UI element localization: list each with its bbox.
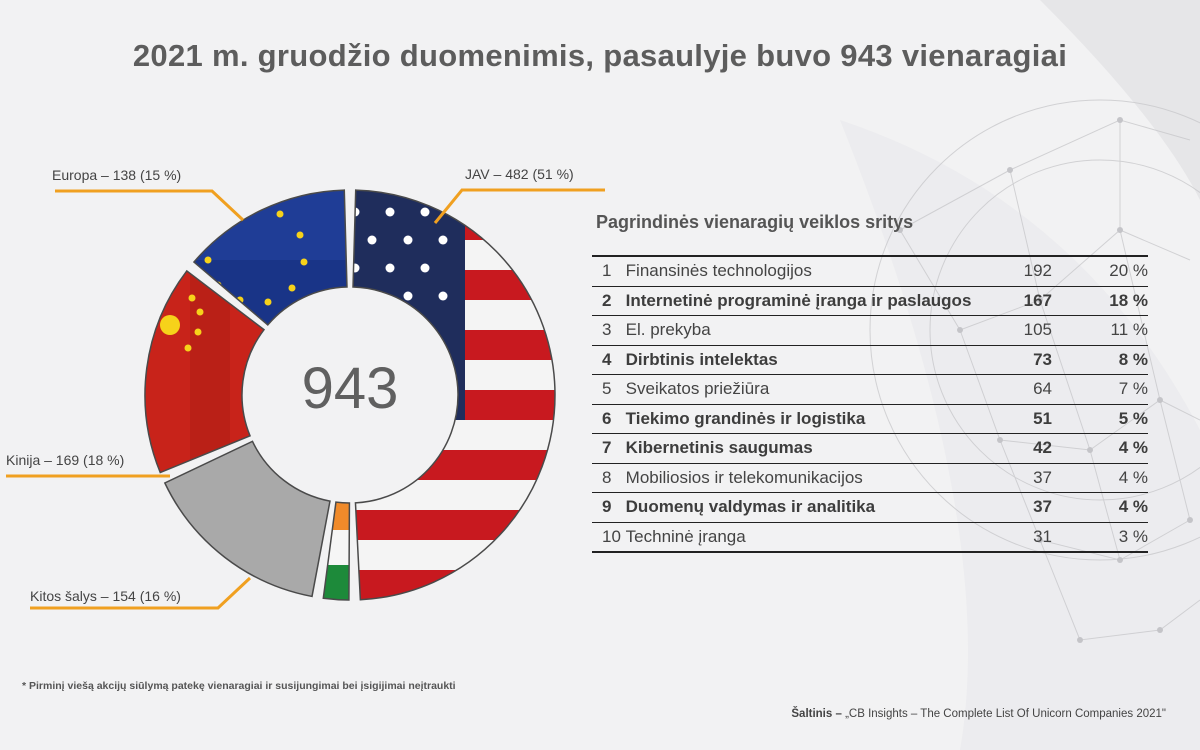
sector-row: 7 Kibernetinis saugumas 42 4 % [592,433,1148,464]
sector-row: 9 Duomenų valdymas ir analitika 37 4 % [592,492,1148,523]
sector-percent: 5 % [1051,404,1148,434]
callout-line-europa [55,189,245,222]
sector-name: Finansinės technologijos [625,255,985,287]
sector-row: 6 Tiekimo grandinės ir logistika 51 5 % [592,404,1148,434]
sector-row: 10 Techninė įranga 31 3 % [592,522,1148,553]
sector-rank: 10 [592,522,626,553]
sector-count: 192 [984,255,1052,287]
sector-row: 8 Mobiliosios ir telekomunikacijos 37 4 % [592,463,1148,493]
sector-count: 105 [984,315,1052,346]
callout-line-jav [433,188,605,224]
page-title: 2021 m. gruodžio duomenimis, pasaulyje b… [132,38,1068,73]
sector-percent: 4 % [1051,433,1148,464]
donut-slice-indija [322,501,351,601]
slice-label-jav: JAV – 482 (51 %) [465,166,574,182]
donut-slice-kitos-alys [163,440,331,598]
sector-name: Mobiliosios ir telekomunikacijos [625,463,985,493]
sector-percent: 11 % [1051,315,1148,346]
sector-count: 37 [984,492,1052,523]
sectors-table: 1 Finansinės technologijos 192 20 % 2 Interne… [592,255,1148,553]
donut-slice-jav [352,189,556,601]
sector-rank: 2 [592,286,626,316]
sector-row: 4 Dirbtinis intelektas 73 8 % [592,345,1148,375]
donut-slice-europa [192,189,348,327]
sector-percent: 7 % [1051,374,1148,405]
sector-percent: 3 % [1051,522,1148,553]
source-citation: Šaltinis – „CB Insights – The Complete L… [791,708,1166,720]
donut-center-total: 943 [301,356,399,421]
sector-rank: 9 [592,492,626,523]
sector-name: Kibernetinis saugumas [625,433,985,464]
sector-row: 3 El. prekyba 105 11 % [592,315,1148,346]
sector-count: 42 [984,433,1052,464]
sector-name: Dirbtinis intelektas [625,345,985,375]
slice-label-kinija: Kinija – 169 (18 %) [6,452,125,468]
sector-row: 5 Sveikatos priežiūra 64 7 % [592,374,1148,405]
sector-percent: 4 % [1051,492,1148,523]
donut-slice-kinija [144,269,266,474]
sector-rank: 3 [592,315,626,346]
sector-rank: 8 [592,463,626,493]
sector-count: 64 [984,374,1052,405]
sector-row: 1 Finansinės technologijos 192 20 % [592,255,1148,287]
sector-count: 167 [984,286,1052,316]
sector-percent: 4 % [1051,463,1148,493]
sectors-table-title: Pagrindinės vienaragių veiklos sritys [596,212,914,232]
sector-percent: 20 % [1051,255,1148,287]
sector-count: 31 [984,522,1052,553]
callout-line-kitos-salys [30,576,252,610]
sector-name: Duomenų valdymas ir analitika [625,492,985,523]
sector-count: 73 [984,345,1052,375]
sector-rank: 7 [592,433,626,464]
slice-label-kitos-salys: Kitos šalys – 154 (16 %) [30,588,181,604]
sector-rank: 6 [592,404,626,434]
sector-name: Tiekimo grandinės ir logistika [625,404,985,434]
sector-percent: 8 % [1051,345,1148,375]
sector-name: El. prekyba [625,315,985,346]
sector-name: Sveikatos priežiūra [625,374,985,405]
sector-name: Techninė įranga [625,522,985,553]
slice-label-europa: Europa – 138 (15 %) [52,167,182,183]
sector-rank: 4 [592,345,626,375]
sector-count: 51 [984,404,1052,434]
sector-rank: 5 [592,374,626,405]
sector-rank: 1 [592,255,626,287]
sector-row: 2 Internetinė programinė įranga ir paslau… [592,286,1148,316]
source-label: Šaltinis – [791,708,842,720]
sector-name: Internetinė programinė įranga ir paslaug… [625,286,985,316]
footnote: * Pirminį viešą akcijų siūlymą patekę vi… [22,680,456,692]
sector-count: 37 [984,463,1052,493]
sector-percent: 18 % [1051,286,1148,316]
source-text: „CB Insights – The Complete List Of Unic… [845,708,1166,720]
